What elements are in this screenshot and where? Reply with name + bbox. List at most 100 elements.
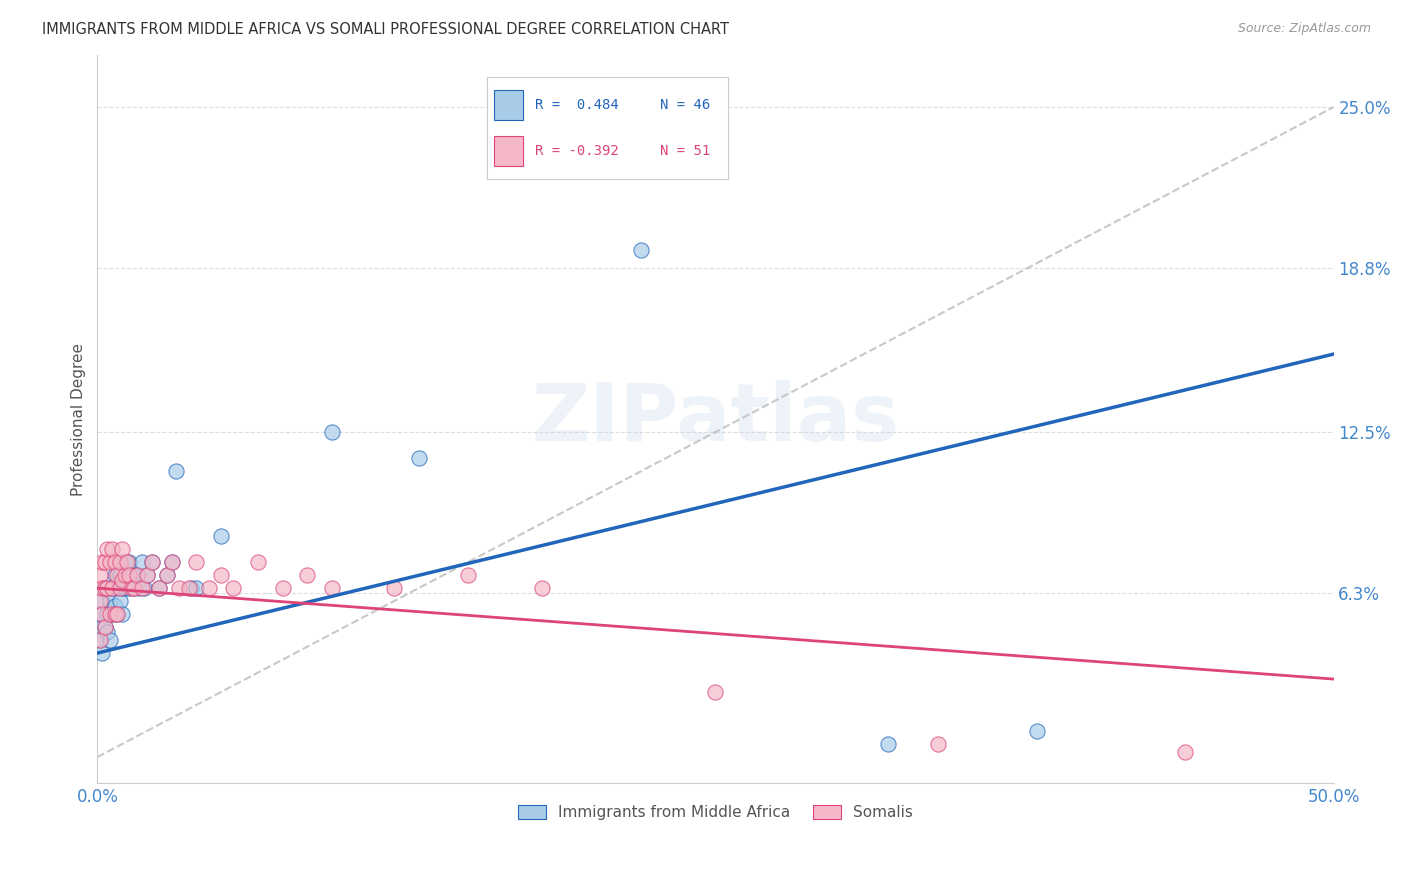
Point xyxy=(96,542,118,557)
Point xyxy=(108,568,131,582)
Text: Source: ZipAtlas.com: Source: ZipAtlas.com xyxy=(1237,22,1371,36)
Point xyxy=(125,568,148,582)
Point xyxy=(1025,724,1047,739)
Point xyxy=(89,633,111,648)
Point xyxy=(131,555,153,569)
Point xyxy=(134,581,156,595)
Point xyxy=(98,555,121,569)
Point xyxy=(124,581,146,595)
Point xyxy=(118,568,141,582)
Point xyxy=(94,620,117,634)
Point xyxy=(141,555,163,569)
Point xyxy=(108,594,131,608)
Text: ZIPatlas: ZIPatlas xyxy=(531,380,900,458)
Point xyxy=(89,633,111,648)
Point xyxy=(108,581,131,595)
Point xyxy=(408,451,430,466)
Point xyxy=(114,568,136,582)
Point xyxy=(135,568,157,582)
Point xyxy=(141,555,163,569)
Point xyxy=(96,581,118,595)
Point xyxy=(98,607,121,621)
Point xyxy=(104,568,127,582)
Point xyxy=(197,581,219,595)
Point xyxy=(148,581,170,595)
Point xyxy=(167,581,190,595)
Point xyxy=(297,568,319,582)
Point xyxy=(457,568,479,582)
Point xyxy=(209,568,232,582)
Point xyxy=(121,568,143,582)
Point xyxy=(321,425,343,439)
Point xyxy=(209,529,232,543)
Point xyxy=(118,555,141,569)
Point xyxy=(128,581,150,595)
Point xyxy=(121,581,143,595)
Point xyxy=(321,581,343,595)
Point xyxy=(111,607,134,621)
Point xyxy=(98,594,121,608)
Point xyxy=(247,555,270,569)
Point xyxy=(118,581,141,595)
Point xyxy=(105,607,128,621)
Point xyxy=(89,607,111,621)
Point xyxy=(135,568,157,582)
Point xyxy=(91,620,114,634)
Point xyxy=(630,243,652,257)
Point xyxy=(125,568,148,582)
Point xyxy=(98,633,121,648)
Point xyxy=(131,581,153,595)
Legend: Immigrants from Middle Africa, Somalis: Immigrants from Middle Africa, Somalis xyxy=(512,799,918,826)
Point xyxy=(94,581,117,595)
Point xyxy=(91,581,114,595)
Point xyxy=(108,555,131,569)
Point xyxy=(104,607,127,621)
Point xyxy=(704,685,727,699)
Point xyxy=(186,581,208,595)
Point xyxy=(105,607,128,621)
Point xyxy=(155,568,177,582)
Point xyxy=(111,574,134,588)
Point xyxy=(94,555,117,569)
Point xyxy=(166,464,188,478)
Point xyxy=(91,646,114,660)
Point xyxy=(91,594,114,608)
Point xyxy=(114,555,136,569)
Point xyxy=(155,568,177,582)
Point xyxy=(91,607,114,621)
Point xyxy=(111,581,134,595)
Point xyxy=(927,737,949,751)
Point xyxy=(105,581,128,595)
Point xyxy=(124,581,146,595)
Point xyxy=(101,581,124,595)
Point xyxy=(101,542,124,557)
Point xyxy=(89,594,111,608)
Point xyxy=(531,581,554,595)
Point xyxy=(177,581,200,595)
Point xyxy=(180,581,202,595)
Point xyxy=(101,581,124,595)
Point xyxy=(94,620,117,634)
Point xyxy=(115,555,138,569)
Point xyxy=(96,625,118,640)
Point xyxy=(104,599,127,614)
Point xyxy=(105,568,128,582)
Point xyxy=(101,607,124,621)
Point xyxy=(186,555,208,569)
Text: IMMIGRANTS FROM MIDDLE AFRICA VS SOMALI PROFESSIONAL DEGREE CORRELATION CHART: IMMIGRANTS FROM MIDDLE AFRICA VS SOMALI … xyxy=(42,22,730,37)
Point xyxy=(94,581,117,595)
Point xyxy=(114,581,136,595)
Point xyxy=(96,607,118,621)
Point xyxy=(104,555,127,569)
Point xyxy=(160,555,183,569)
Point xyxy=(382,581,405,595)
Point xyxy=(160,555,183,569)
Point xyxy=(148,581,170,595)
Y-axis label: Professional Degree: Professional Degree xyxy=(72,343,86,496)
Point xyxy=(1174,745,1197,759)
Point xyxy=(271,581,294,595)
Point xyxy=(877,737,900,751)
Point xyxy=(115,568,138,582)
Point xyxy=(89,568,111,582)
Point xyxy=(111,542,134,557)
